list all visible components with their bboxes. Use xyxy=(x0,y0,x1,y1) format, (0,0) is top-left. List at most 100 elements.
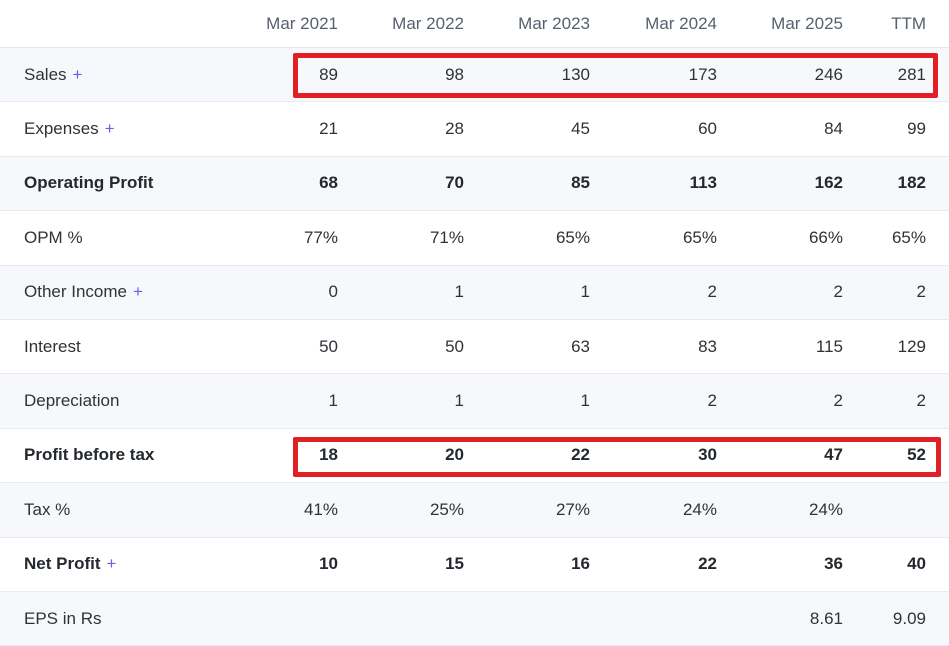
value-cell: 1 xyxy=(212,373,338,429)
column-header-mar-2022: Mar 2022 xyxy=(338,0,464,48)
row-label: Interest xyxy=(24,336,81,356)
value-cell: 24% xyxy=(590,482,717,538)
table-row-other-income: Other Income +0 1 1 2 2 2 xyxy=(0,265,949,320)
row-label-cell: Tax % xyxy=(0,482,212,538)
value-cell: 2 xyxy=(717,265,843,320)
row-label-cell: Interest xyxy=(0,319,212,375)
value-cell xyxy=(843,482,949,538)
value-cell: 173 xyxy=(590,47,717,103)
value-cell: 1 xyxy=(338,373,464,429)
value-cell: 36 xyxy=(717,537,843,592)
value-cell: 129 xyxy=(843,319,949,375)
value-cell: 50 xyxy=(338,319,464,375)
column-header-mar-2025: Mar 2025 xyxy=(717,0,843,48)
value-cell: 21 xyxy=(212,101,338,157)
table-row-depreciation: Depreciation 1 1 1 2 2 2 xyxy=(0,373,949,429)
value-cell: 24% xyxy=(717,482,843,538)
header-row: Mar 2021 Mar 2022 Mar 2023 Mar 2024 Mar 2025… xyxy=(0,0,949,48)
row-label: Depreciation xyxy=(24,391,120,411)
value-cell: 65% xyxy=(843,210,949,266)
value-cell: 65% xyxy=(464,210,590,266)
value-cell: 83 xyxy=(590,319,717,375)
value-cell: 2 xyxy=(843,373,949,429)
row-label-cell: EPS in Rs xyxy=(0,591,212,646)
column-header-ttm: TTM xyxy=(843,0,949,48)
value-cell: 65% xyxy=(590,210,717,266)
value-cell: 41% xyxy=(212,482,338,538)
value-cell: 40 xyxy=(843,537,949,592)
expand-plus-button[interactable]: + xyxy=(72,64,83,84)
value-cell xyxy=(338,591,464,646)
table-row-expenses: Expenses +21 28 45 60 84 99 xyxy=(0,101,949,157)
row-label: OPM % xyxy=(24,227,83,247)
value-cell: 115 xyxy=(717,319,843,375)
value-cell: 162 xyxy=(717,156,843,212)
row-label: EPS in Rs xyxy=(24,608,102,628)
table-body: Sales +89 98 130 173 246 281 Expenses +21 28 45 60 8… xyxy=(0,47,949,646)
value-cell: 2 xyxy=(590,265,717,320)
value-cell: 1 xyxy=(464,373,590,429)
value-cell: 1 xyxy=(338,265,464,320)
expand-plus-button[interactable]: + xyxy=(106,554,117,574)
value-cell: 63 xyxy=(464,319,590,375)
row-label-cell: Sales + xyxy=(0,47,212,103)
value-cell: 77% xyxy=(212,210,338,266)
row-label-cell: Depreciation xyxy=(0,373,212,429)
value-cell: 1 xyxy=(464,265,590,320)
value-cell: 66% xyxy=(717,210,843,266)
value-cell: 9.09 xyxy=(843,591,949,646)
value-cell: 47 xyxy=(717,428,843,484)
value-cell: 10 xyxy=(212,537,338,592)
value-cell: 2 xyxy=(717,373,843,429)
row-label-cell: Net Profit + xyxy=(0,537,212,592)
value-cell: 89 xyxy=(212,47,338,103)
value-cell: 2 xyxy=(590,373,717,429)
value-cell: 130 xyxy=(464,47,590,103)
value-cell: 113 xyxy=(590,156,717,212)
table-row-sales: Sales +89 98 130 173 246 281 xyxy=(0,47,949,103)
row-label: Expenses xyxy=(24,119,99,139)
value-cell: 16 xyxy=(464,537,590,592)
value-cell: 28 xyxy=(338,101,464,157)
value-cell xyxy=(464,591,590,646)
row-label: Profit before tax xyxy=(24,445,155,465)
value-cell: 0 xyxy=(212,265,338,320)
value-cell: 18 xyxy=(212,428,338,484)
row-label: Other Income xyxy=(24,282,127,302)
value-cell: 99 xyxy=(843,101,949,157)
value-cell: 45 xyxy=(464,101,590,157)
expand-plus-button[interactable]: + xyxy=(133,282,143,302)
row-label-cell: Operating Profit xyxy=(0,156,212,212)
value-cell: 85 xyxy=(464,156,590,212)
value-cell: 50 xyxy=(212,319,338,375)
table-row-interest: Interest 50 50 63 83 115 129 xyxy=(0,319,949,375)
value-cell: 25% xyxy=(338,482,464,538)
row-label-cell: Expenses + xyxy=(0,101,212,157)
column-header-mar-2023: Mar 2023 xyxy=(464,0,590,48)
row-label: Tax % xyxy=(24,499,71,519)
corner-cell xyxy=(0,0,212,48)
table-row-opm: OPM % 77% 71% 65% 65% 66% 65% xyxy=(0,210,949,266)
value-cell: 22 xyxy=(590,537,717,592)
table-row-operating-profit: Operating Profit 68 70 85 113 162 182 xyxy=(0,156,949,212)
value-cell: 71% xyxy=(338,210,464,266)
value-cell: 27% xyxy=(464,482,590,538)
value-cell: 20 xyxy=(338,428,464,484)
value-cell: 281 xyxy=(843,47,949,103)
column-header-mar-2024: Mar 2024 xyxy=(590,0,717,48)
value-cell: 52 xyxy=(843,428,949,484)
value-cell: 70 xyxy=(338,156,464,212)
table-row-eps-in-rs: EPS in Rs 8.61 9.09 xyxy=(0,591,949,646)
table-row-profit-before-tax: Profit before tax 18 20 22 30 47 52 xyxy=(0,428,949,484)
value-cell: 30 xyxy=(590,428,717,484)
value-cell: 246 xyxy=(717,47,843,103)
row-label: Net Profit xyxy=(24,554,101,574)
value-cell: 15 xyxy=(338,537,464,592)
row-label-cell: Other Income + xyxy=(0,265,212,320)
column-header-mar-2021: Mar 2021 xyxy=(212,0,338,48)
value-cell: 8.61 xyxy=(717,591,843,646)
value-cell: 2 xyxy=(843,265,949,320)
expand-plus-button[interactable]: + xyxy=(104,119,115,139)
